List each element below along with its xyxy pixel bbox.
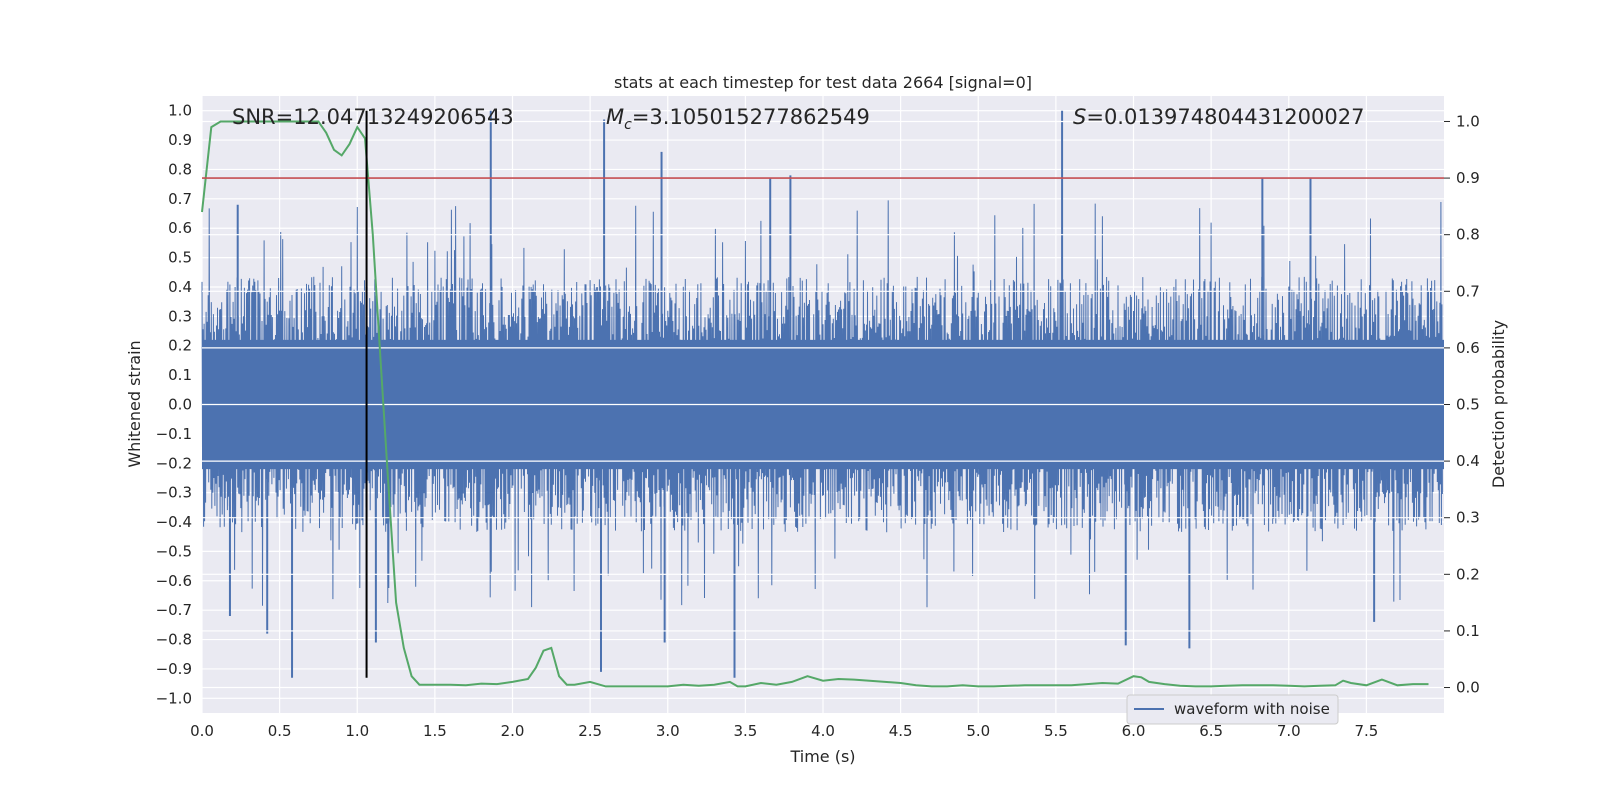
y-axis-title: Whitened strain [125,340,144,467]
y-tick-label: −0.3 [156,484,192,502]
legend-label: waveform with noise [1174,700,1330,718]
y-tick-label: −0.5 [156,542,192,560]
chirp-mass-symbol: M [606,105,624,129]
y2-tick-label: 0.0 [1456,679,1480,697]
legend-box [1126,694,1339,725]
y-tick-label: 1.0 [168,102,192,120]
y2-tick-label: 1.0 [1456,112,1480,130]
y2-tick-label: 0.4 [1456,452,1480,470]
y2-tick-label: 0.3 [1456,509,1480,527]
x-tick-label: 7.0 [1277,722,1301,740]
x-tick-label: 1.5 [423,722,447,740]
probability-series [201,120,1429,688]
chart-title: stats at each timestep for test data 266… [614,73,1032,92]
x-axis-title: Time (s) [789,747,855,766]
y-tick-label: −0.1 [156,425,192,443]
y2-tick-label: 0.6 [1456,339,1480,357]
y-tick-label: 0.1 [168,366,192,384]
y2-tick-label: 0.1 [1456,622,1480,640]
x-tick-label: 2.0 [501,722,525,740]
s-annotation: S=0.013974804431200027 [1073,105,1364,129]
x-tick-label: 0.0 [190,722,214,740]
x-tick-label: 6.5 [1199,722,1223,740]
x-tick-label: 5.0 [966,722,990,740]
y-tick-label: 0.9 [168,131,192,149]
y2-axis-title: Detection probability [1489,320,1508,488]
y-tick-label: −0.6 [156,572,192,590]
x-tick-label: 3.0 [656,722,680,740]
x-tick-label: 5.5 [1044,722,1068,740]
y-tick-label: −0.7 [156,601,192,619]
x-tick-label: 7.5 [1354,722,1378,740]
y-tick-label: −0.4 [156,513,192,531]
x-tick-label: 4.0 [811,722,835,740]
y-tick-label: 0.0 [168,396,192,414]
x-tick-labels: 0.0 0.5 1.0 1.5 2.0 2.5 3.0 3.5 4.0 4.5 5.0 5.5 6.0 6… [190,722,1378,740]
x-tick-label: 6.0 [1122,722,1146,740]
y2-tick-label: 0.7 [1456,282,1480,300]
y-tick-label: 0.7 [168,190,192,208]
chirp-mass-subscript: c [624,117,632,133]
right-axis-gridlines [202,120,1444,689]
x-tick-label: 2.5 [578,722,602,740]
y-tick-label: −1.0 [156,689,192,707]
x-tick-label: 1.0 [345,722,369,740]
chirp-mass-value: =3.105015277862549 [632,105,870,129]
y2-tick-labels: 1.0 0.9 0.8 0.7 0.6 0.5 0.4 0.3 0.2 0.1 0.0 [1444,112,1480,697]
y-tick-label: 0.6 [168,219,192,237]
y-tick-label: 0.3 [168,307,192,325]
y-tick-label: 0.8 [168,160,192,178]
y-tick-label: −0.9 [156,660,192,678]
x-tick-label: 0.5 [268,722,292,740]
y2-tick-label: 0.2 [1456,565,1480,583]
x-tick-label: 3.5 [733,722,757,740]
reference-lines [202,110,1444,678]
y-tick-label: 0.2 [168,337,192,355]
y-tick-label: −0.2 [156,454,192,472]
snr-annotation: SNR=12.04713249206543 [232,105,514,129]
x-tick-label: 4.5 [889,722,913,740]
s-symbol: S [1073,105,1086,129]
chirp-mass-annotation: Mc=3.105015277862549 [606,105,870,133]
y-tick-label: 0.5 [168,249,192,267]
y-tick-label: 0.4 [168,278,192,296]
y2-tick-label: 0.5 [1456,396,1480,414]
s-value: =0.013974804431200027 [1086,105,1364,129]
probability-line [201,120,1429,688]
y2-tick-label: 0.8 [1456,226,1480,244]
y-tick-label: −0.8 [156,631,192,649]
y2-tick-label: 0.9 [1456,169,1480,187]
y-tick-labels: 1.0 0.9 0.8 0.7 0.6 0.5 0.4 0.3 0.2 0.1 0.0 −0.1 −0.… [156,102,192,708]
legend: waveform with noise [1126,694,1339,725]
